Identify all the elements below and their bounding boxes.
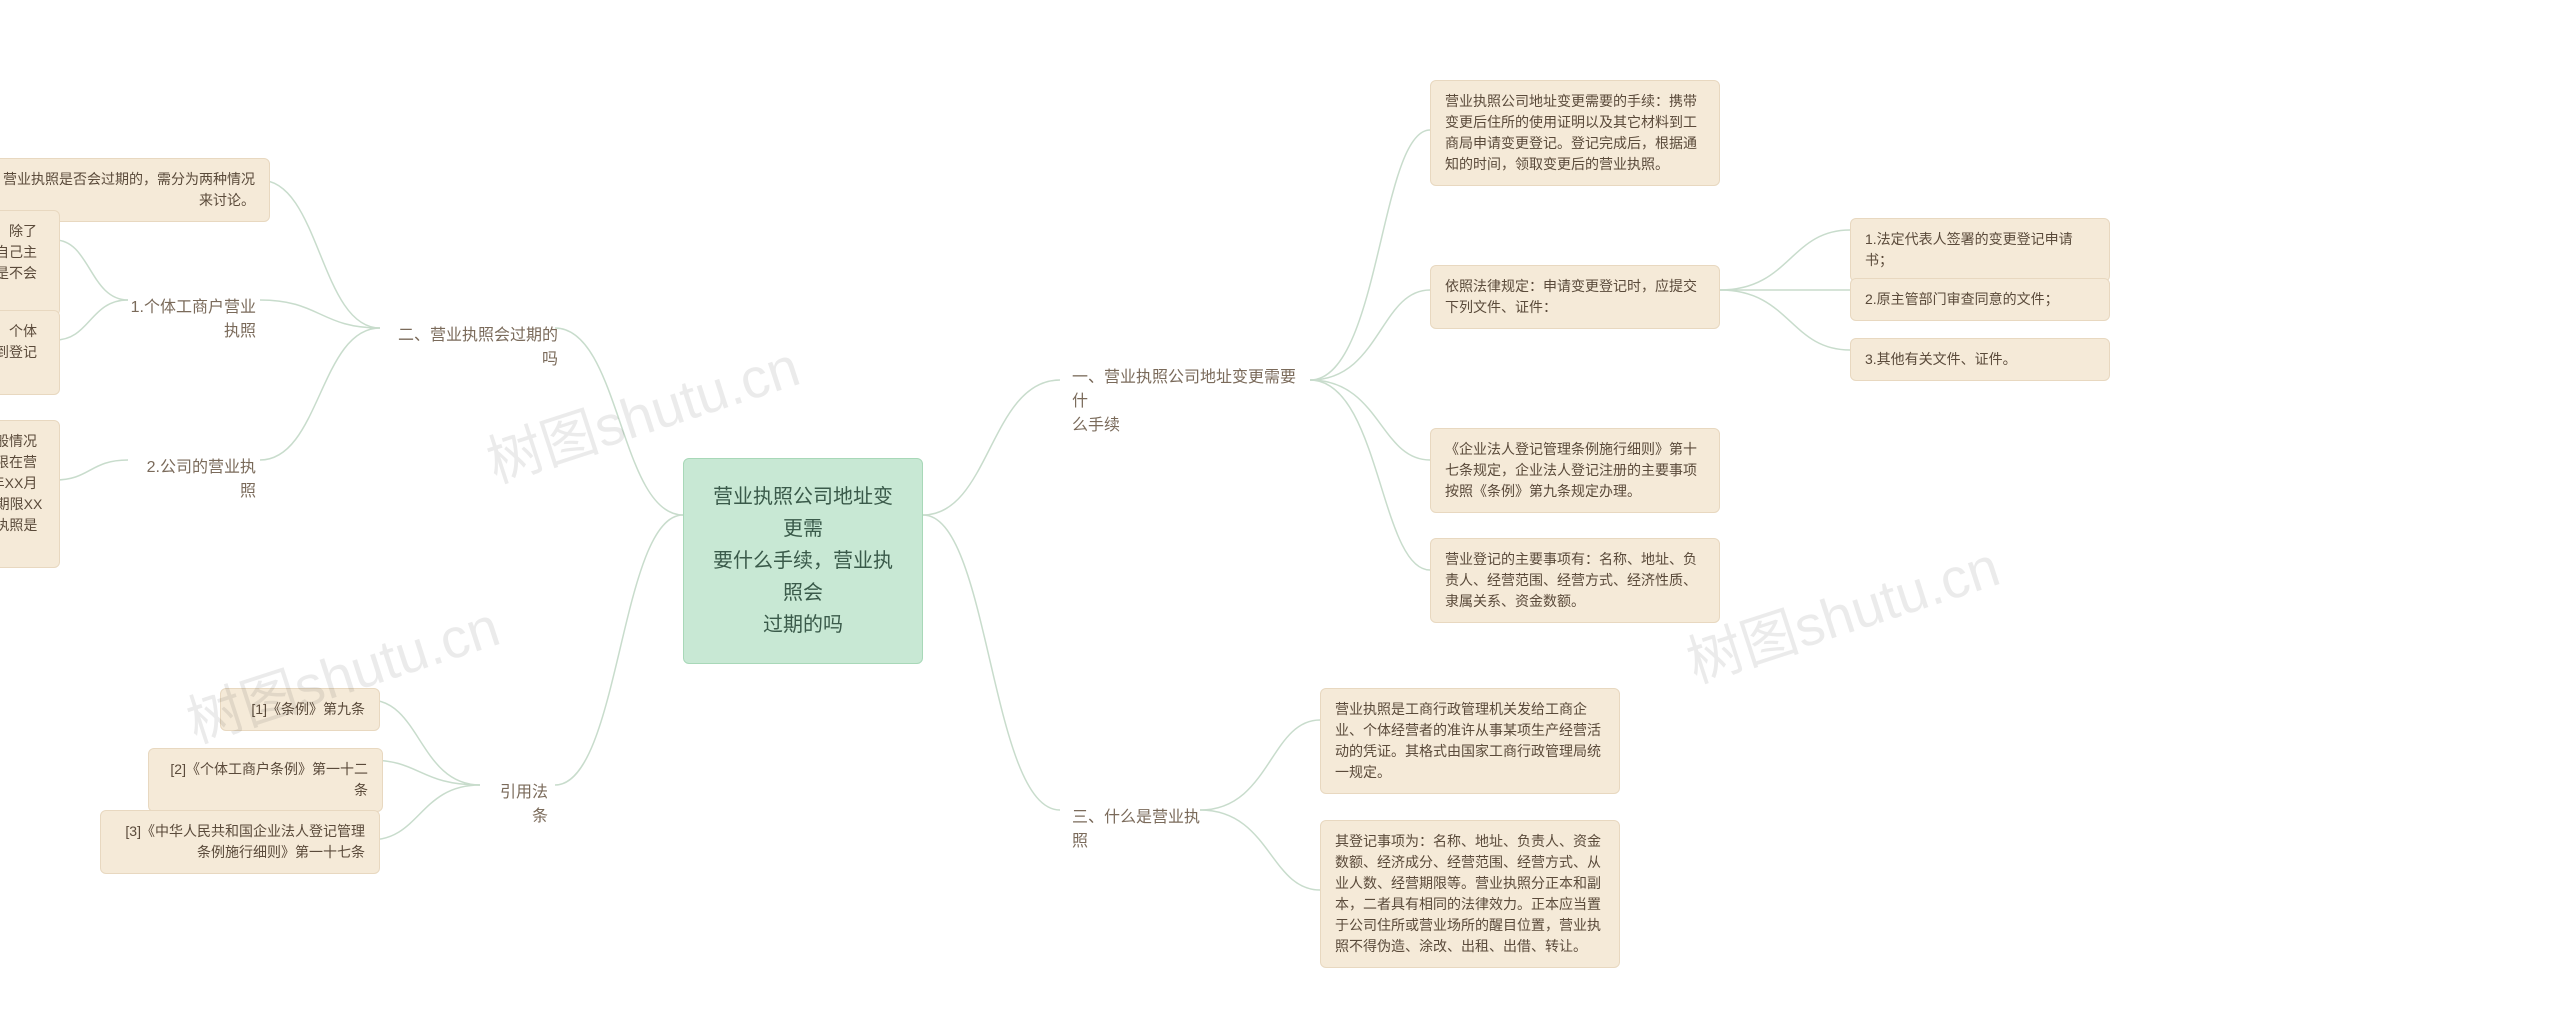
branch-b1[interactable]: 一、营业执照公司地址变更需要什 么手续 bbox=[1060, 358, 1320, 446]
b1-sub-1: 2.原主管部门审查同意的文件； bbox=[1850, 278, 2110, 321]
b1-leaf-1: 依照法律规定：申请变更登记时，应提交下列文件、证件： bbox=[1430, 265, 1720, 329]
branch-c2[interactable]: 2.公司的营业执照 bbox=[128, 448, 268, 512]
b1-sub-1-text: 2.原主管部门审查同意的文件； bbox=[1865, 291, 2059, 307]
b1-leaf-2: 《企业法人登记管理条例施行细则》第十七条规定，企业法人登记注册的主要事项按照《条… bbox=[1430, 428, 1720, 513]
c1-leaf-0-text: 个体工商户营业执照一般是长期的，除了违法经营被市场监管部门吊销或者自己主动申请注… bbox=[0, 223, 37, 302]
law-2: [3]《中华人民共和国企业法人登记管理条例施行细则》第一十七条 bbox=[100, 810, 380, 874]
b1-leaf-3: 营业登记的主要事项有：名称、地址、负责人、经营范围、经营方式、经济性质、隶属关系… bbox=[1430, 538, 1720, 623]
law-1: [2]《个体工商户条例》第一十二条 bbox=[148, 748, 383, 812]
branch-laws[interactable]: 引用法条 bbox=[480, 773, 560, 837]
watermark-1: 树图shutu.cn bbox=[175, 582, 508, 759]
b3-leaf-0-text: 营业执照是工商行政管理机关发给工商企业、个体经营者的准许从事某项生产经营活动的凭… bbox=[1335, 701, 1601, 780]
b1-sub-2: 3.其他有关文件、证件。 bbox=[1850, 338, 2110, 381]
branch-b2[interactable]: 二、营业执照会过期的吗 bbox=[380, 316, 570, 380]
branch-laws-title: 引用法条 bbox=[500, 784, 548, 825]
branch-b3-title: 三、什么是营业执照 bbox=[1072, 809, 1200, 850]
c1-leaf-1: 《个体工商户条例》第十二条规定，个体工商户不再从事经营活动的，应当到登记机关办理… bbox=[0, 310, 60, 395]
b1-sub-0: 1.法定代表人签署的变更登记申请书； bbox=[1850, 218, 2110, 282]
b1-leaf-0-text: 营业执照公司地址变更需要的手续：携带变更后住所的使用证明以及其它材料到工商局申请… bbox=[1445, 93, 1697, 172]
law-2-text: [3]《中华人民共和国企业法人登记管理条例施行细则》第一十七条 bbox=[125, 823, 365, 860]
c1-leaf-0: 个体工商户营业执照一般是长期的，除了违法经营被市场监管部门吊销或者自己主动申请注… bbox=[0, 210, 60, 316]
c2-leaf-0-text: 公司的营业期限没有明确规定，一般情况下是由股东们自行决定的。营业期限在营业执照上… bbox=[0, 433, 42, 554]
b1-leaf-2-text: 《企业法人登记管理条例施行细则》第十七条规定，企业法人登记注册的主要事项按照《条… bbox=[1445, 441, 1697, 499]
b1-sub-2-text: 3.其他有关文件、证件。 bbox=[1865, 351, 2017, 367]
center-text: 营业执照公司地址变更需 要什么手续，营业执照会 过期的吗 bbox=[713, 486, 893, 636]
b1-sub-0-text: 1.法定代表人签署的变更登记申请书； bbox=[1865, 231, 2073, 268]
law-0-text: [1]《条例》第九条 bbox=[251, 701, 365, 717]
b3-leaf-1: 其登记事项为：名称、地址、负责人、资金数额、经济成分、经营范围、经营方式、从业人… bbox=[1320, 820, 1620, 968]
watermark-3: 树图shutu.cn bbox=[1675, 522, 2008, 699]
branch-b3[interactable]: 三、什么是营业执照 bbox=[1060, 798, 1220, 862]
connectors bbox=[0, 0, 2560, 1030]
branch-c2-title: 2.公司的营业执照 bbox=[147, 459, 256, 500]
branch-b2-title: 二、营业执照会过期的吗 bbox=[398, 327, 558, 368]
b3-leaf-0: 营业执照是工商行政管理机关发给工商企业、个体经营者的准许从事某项生产经营活动的凭… bbox=[1320, 688, 1620, 794]
b1-leaf-0: 营业执照公司地址变更需要的手续：携带变更后住所的使用证明以及其它材料到工商局申请… bbox=[1430, 80, 1720, 186]
b1-leaf-3-text: 营业登记的主要事项有：名称、地址、负责人、经营范围、经营方式、经济性质、隶属关系… bbox=[1445, 551, 1697, 609]
law-0: [1]《条例》第九条 bbox=[220, 688, 380, 731]
branch-b1-title: 一、营业执照公司地址变更需要什 么手续 bbox=[1072, 369, 1296, 434]
b3-leaf-1-text: 其登记事项为：名称、地址、负责人、资金数额、经济成分、经营范围、经营方式、从业人… bbox=[1335, 833, 1601, 954]
center-node[interactable]: 营业执照公司地址变更需 要什么手续，营业执照会 过期的吗 bbox=[683, 458, 923, 664]
b1-leaf-1-text: 依照法律规定：申请变更登记时，应提交下列文件、证件： bbox=[1445, 278, 1697, 315]
c2-leaf-0: 公司的营业期限没有明确规定，一般情况下是由股东们自行决定的。营业期限在营业执照上… bbox=[0, 420, 60, 568]
branch-c1-title: 1.个体工商户营业执照 bbox=[131, 299, 256, 340]
law-1-text: [2]《个体工商户条例》第一十二条 bbox=[170, 761, 368, 798]
branch-c1[interactable]: 1.个体工商户营业执照 bbox=[118, 288, 268, 352]
b2-intro-text: 营业执照是否会过期的，需分为两种情况来讨论。 bbox=[3, 171, 255, 208]
c1-leaf-1-text: 《个体工商户条例》第十二条规定，个体工商户不再从事经营活动的，应当到登记机关办理… bbox=[0, 323, 37, 381]
